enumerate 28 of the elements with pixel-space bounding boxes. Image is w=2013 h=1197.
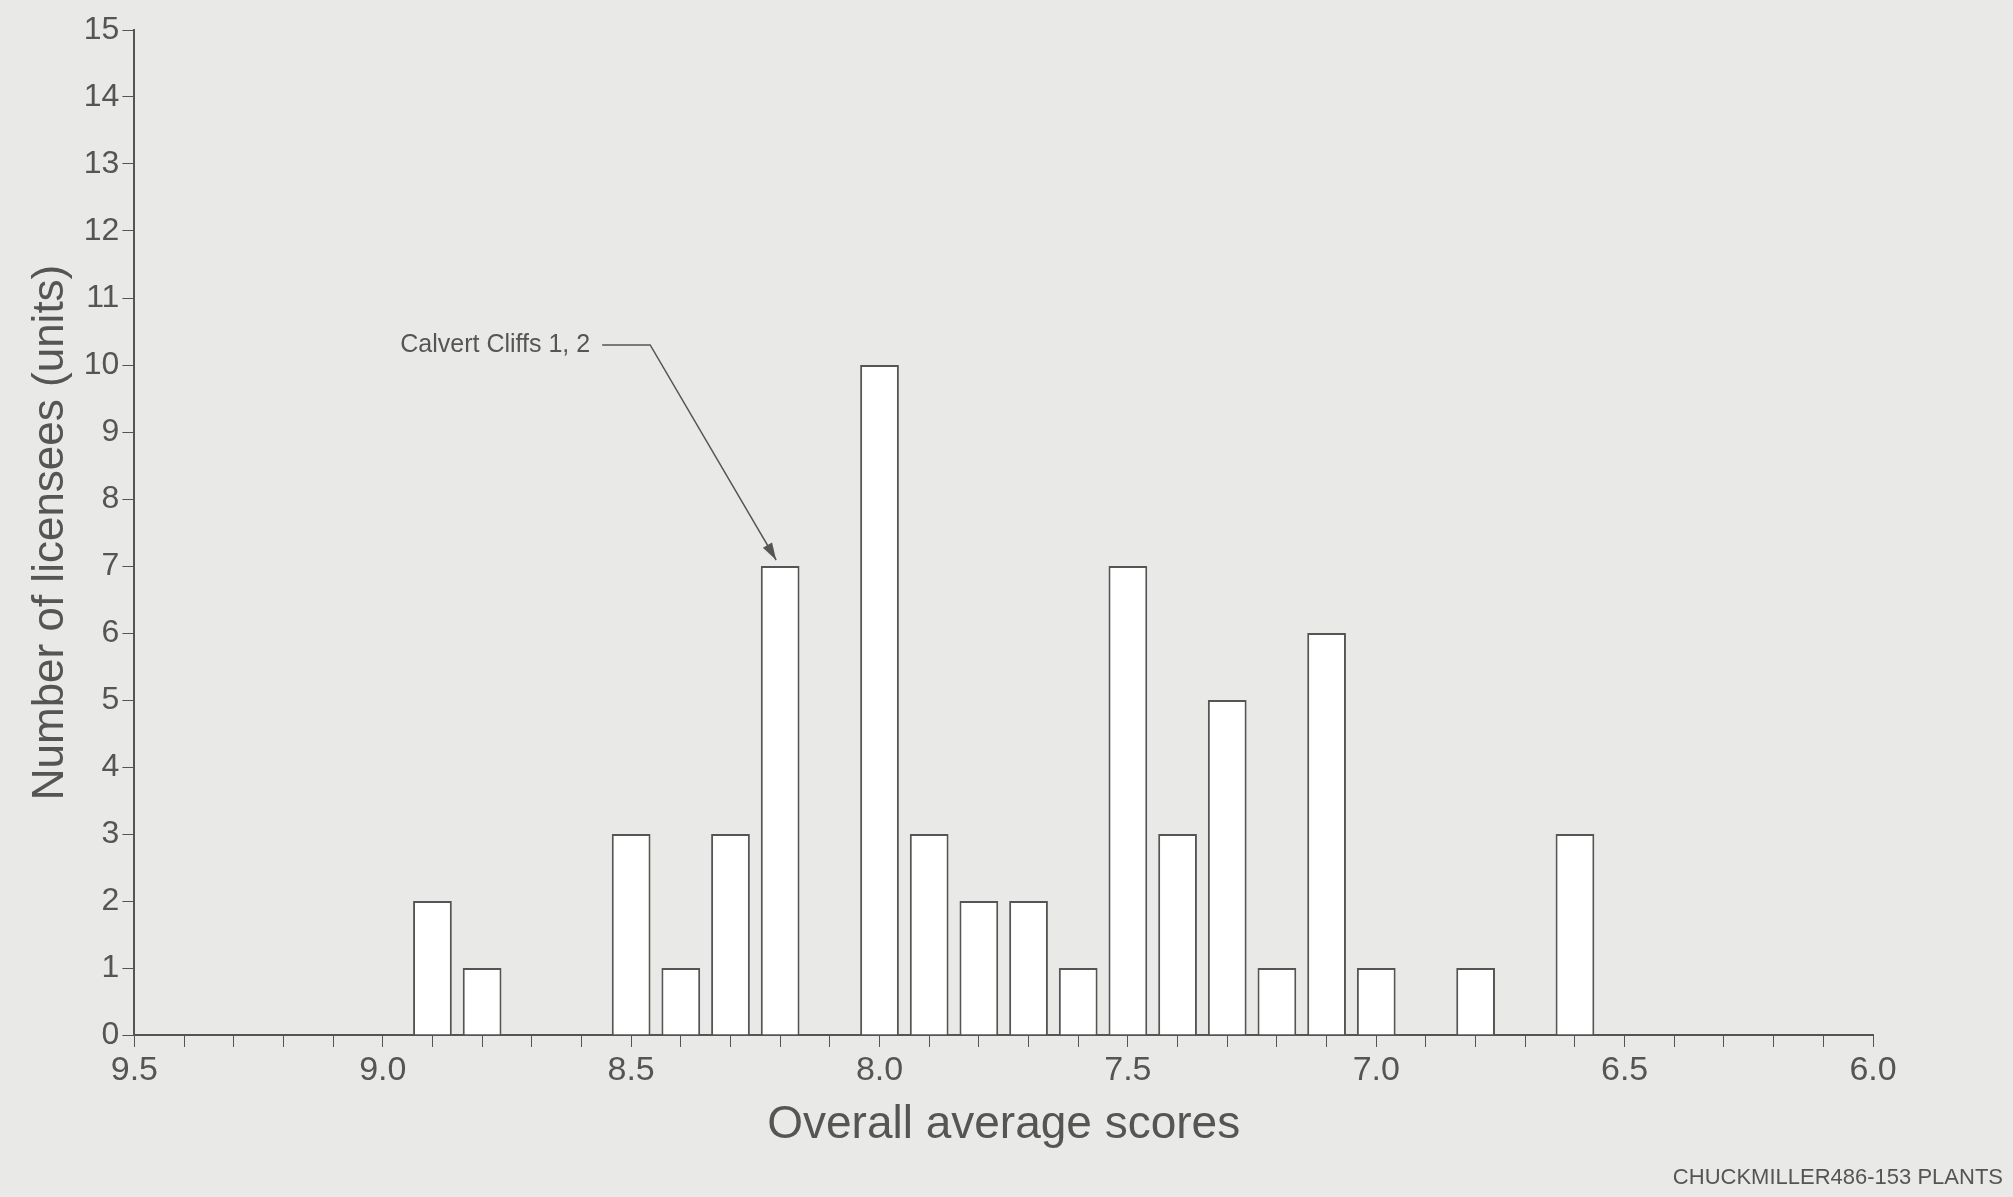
- x-tick-label: 8.0: [855, 1048, 904, 1087]
- y-tick-label: 7: [101, 545, 120, 582]
- y-tick-label: 14: [83, 76, 120, 113]
- x-tick-label: 9.5: [110, 1048, 159, 1087]
- y-tick-label: 3: [101, 813, 120, 850]
- x-tick-label: 7.0: [1352, 1048, 1400, 1087]
- x-axis-title: Overall average scores: [767, 1096, 1241, 1149]
- y-tick-label: 13: [83, 143, 120, 180]
- y-tick-label: 1: [101, 947, 120, 984]
- y-tick-label: 4: [101, 746, 120, 783]
- y-tick-label: 12: [83, 210, 120, 247]
- x-tick-label: 6.0: [1849, 1048, 1897, 1087]
- text: CHUCKMILLER486-153 PLANTS: [1672, 1164, 2003, 1190]
- y-tick-label: 0: [101, 1014, 120, 1051]
- y-tick-label: 6: [101, 612, 120, 649]
- x-tick-label: 8.5: [607, 1048, 655, 1087]
- y-tick-label: 8: [101, 478, 120, 515]
- x-tick-label: 6.5: [1600, 1048, 1649, 1087]
- annotation: Calvert Cliffs 1, 2: [400, 328, 591, 357]
- y-tick-label: 5: [101, 679, 120, 716]
- y-tick-label: 15: [83, 9, 120, 46]
- y-tick-label: 11: [86, 277, 120, 314]
- y-axis-title: Number of licensees (units): [22, 264, 72, 801]
- x-tick-label: 7.5: [1104, 1048, 1152, 1087]
- y-tick-label: 10: [83, 344, 120, 381]
- x-tick-label: 9.0: [359, 1048, 407, 1087]
- y-tick-label: 9: [101, 411, 120, 448]
- y-tick-label: 2: [101, 880, 120, 917]
